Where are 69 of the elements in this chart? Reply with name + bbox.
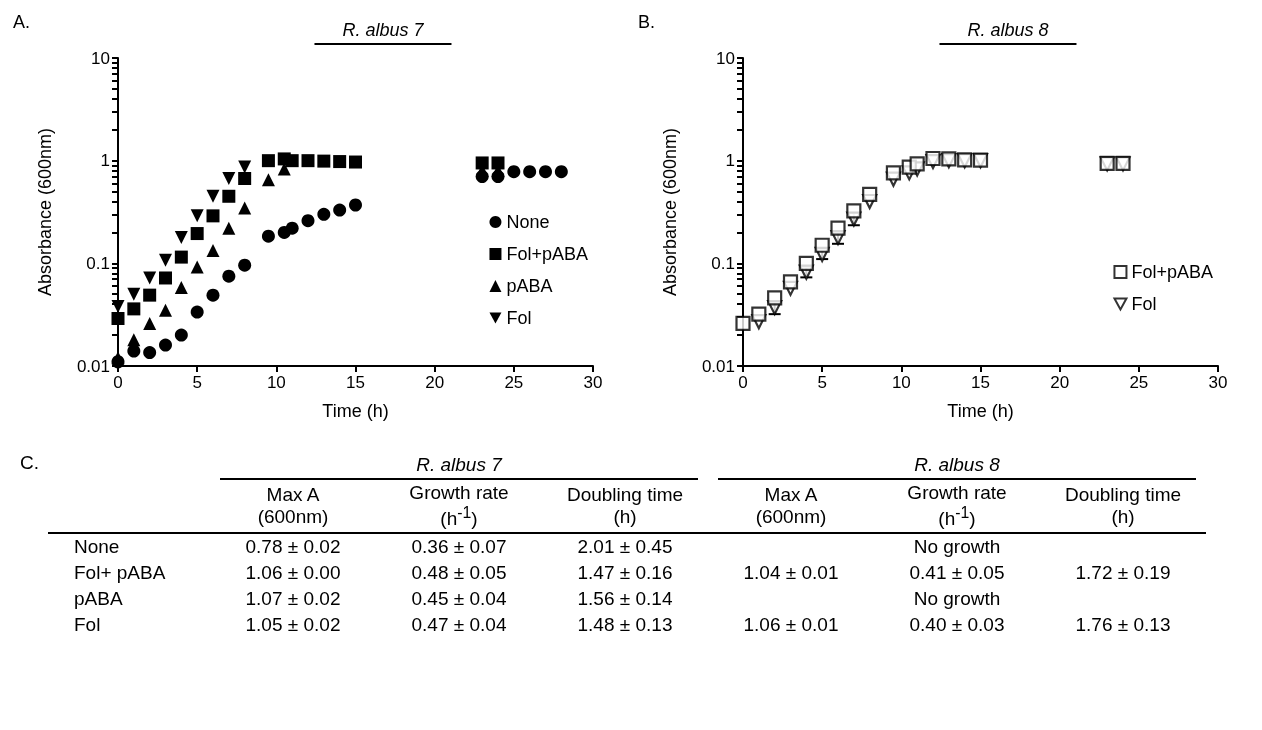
x-tick-label: 0 — [738, 373, 748, 392]
text: C. — [20, 452, 39, 474]
x-tick-label: 30 — [1208, 373, 1228, 392]
text: 1.76 ± 0.13 — [1075, 614, 1171, 636]
x-tick-label: 20 — [1050, 373, 1070, 392]
category-label: pABA — [74, 588, 123, 610]
text: 0.41 ± 0.05 — [909, 562, 1005, 584]
text: 1.05 ± 0.02 — [245, 614, 341, 636]
x-axis-title: Time (h) — [947, 401, 1014, 421]
text: 0.45 ± 0.04 — [411, 588, 507, 610]
category-label: None — [74, 536, 120, 558]
x-tick-label: 0 — [113, 373, 123, 392]
x-tick-label: 15 — [346, 373, 365, 392]
x-tick-label: 5 — [817, 373, 827, 392]
text: 0.78 ± 0.02 — [245, 536, 341, 558]
category-label: Max A (600nm) — [256, 483, 330, 530]
text: 1.04 ± 0.01 — [743, 562, 839, 584]
text: 0.40 ± 0.03 — [909, 614, 1005, 636]
text: 0.36 ± 0.07 — [411, 536, 507, 558]
category-label: Doubling time (h) — [565, 483, 685, 530]
text: No growth — [913, 588, 1001, 610]
text: R. albus 8 — [718, 454, 1196, 480]
x-tick-label: 30 — [583, 373, 603, 392]
x-tick-label: 10 — [891, 373, 911, 392]
text: 0.48 ± 0.05 — [411, 562, 507, 584]
legend-label: Fol+pABA — [506, 244, 588, 264]
text: No growth — [913, 536, 1001, 558]
legend-label: pABA — [506, 276, 553, 296]
category-label: Doubling time (h) — [1063, 483, 1183, 530]
text: 1.06 ± 0.00 — [245, 562, 341, 584]
text: 1.47 ± 0.16 — [577, 562, 673, 584]
text: 1.06 ± 0.01 — [743, 614, 839, 636]
legend-label: Fol — [506, 308, 532, 328]
legend-label: None — [506, 212, 550, 232]
category-label: Max A (600nm) — [754, 483, 828, 530]
x-tick-label: 25 — [504, 373, 524, 392]
text: R. albus 8 — [967, 20, 1049, 41]
chart-title: A. — [13, 12, 31, 32]
y-tick-label: 10 — [91, 48, 110, 68]
category-label: Fol+ pABA — [74, 562, 166, 584]
y-tick-label: 0.1 — [86, 253, 110, 273]
x-tick-label: 25 — [1129, 373, 1149, 392]
y-tick-label: 0.01 — [701, 356, 735, 376]
y-axis-title: Absorbance (600nm) — [35, 127, 55, 297]
text: 2.01 ± 0.45 — [577, 536, 673, 558]
category-label: Growth rate (h$^{-1}$) — [408, 481, 510, 532]
text: 1.72 ± 0.19 — [1075, 562, 1171, 584]
legend-label: Fol — [1131, 294, 1157, 314]
category-label: Growth rate (h$^{-1}$) — [906, 481, 1008, 532]
x-axis-title: Time (h) — [322, 401, 389, 421]
y-tick-label: 10 — [716, 48, 735, 68]
x-tick-label: 5 — [192, 373, 202, 392]
legend-label: Fol+pABA — [1131, 262, 1213, 282]
text: 0.47 ± 0.04 — [411, 614, 507, 636]
y-axis-title: Absorbance (600nm) — [660, 127, 680, 297]
y-tick-label: 0.01 — [76, 356, 110, 376]
text: 1.07 ± 0.02 — [245, 588, 341, 610]
text: 1.56 ± 0.14 — [577, 588, 673, 610]
y-tick-label: 0.1 — [711, 253, 735, 273]
x-tick-label: 15 — [971, 373, 990, 392]
y-tick-label: 1 — [100, 151, 110, 171]
y-tick-label: 1 — [725, 151, 735, 171]
chart-title: B. — [638, 12, 656, 32]
text: R. albus 7 — [220, 454, 698, 480]
category-label: Fol — [74, 614, 101, 636]
x-tick-label: 20 — [425, 373, 445, 392]
x-tick-label: 10 — [266, 373, 286, 392]
text: R. albus 7 — [342, 20, 424, 41]
text: 1.48 ± 0.13 — [577, 614, 673, 636]
